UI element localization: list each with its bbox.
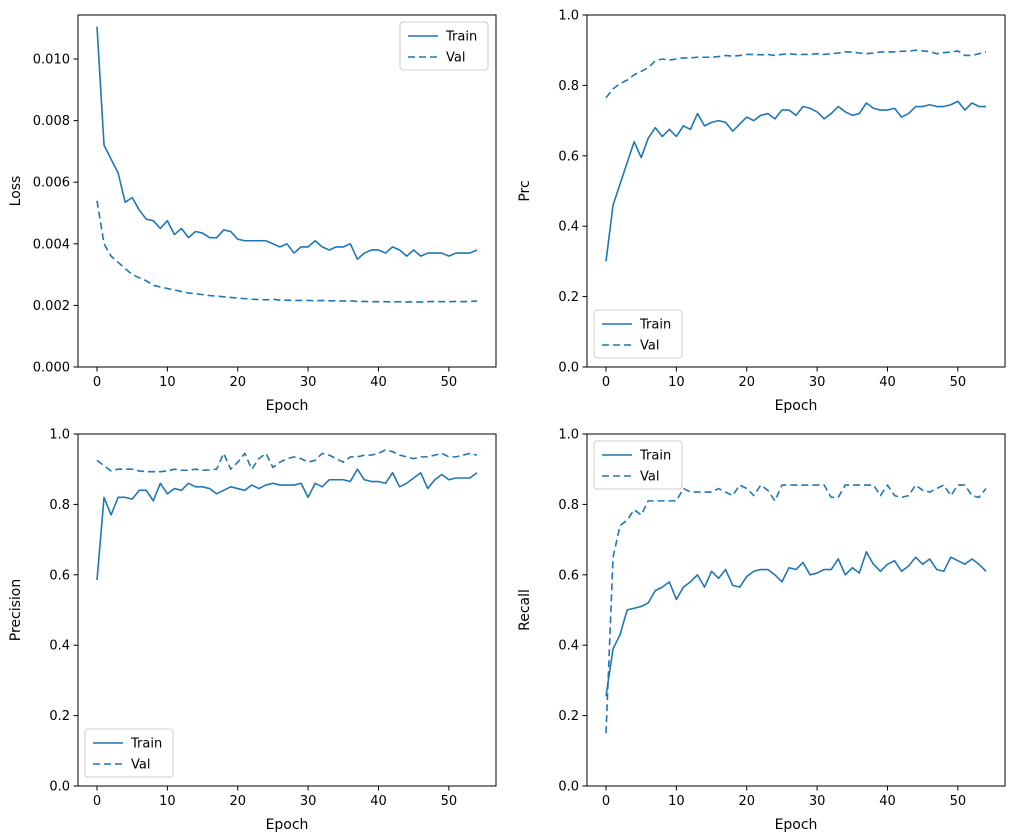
y-tick-label: 1.0 bbox=[49, 428, 70, 443]
y-tick-label: 0.0 bbox=[558, 361, 579, 376]
x-tick-label: 20 bbox=[229, 375, 246, 390]
legend-val-label: Val bbox=[640, 470, 659, 485]
y-tick-label: 0.2 bbox=[49, 709, 70, 724]
y-tick-label: 0.8 bbox=[558, 498, 579, 513]
chart-precision: 0 10 20 30 40 50 0.0 0.2 0.4 0.6 0.8 1.0 Epoch Precis… bbox=[0, 419, 509, 838]
y-tick-label: 1.0 bbox=[558, 428, 579, 443]
y-tick-label: 0.000 bbox=[33, 361, 70, 376]
x-axis-label: Epoch bbox=[775, 817, 818, 833]
y-tick-label: 0.6 bbox=[49, 568, 70, 583]
y-tick-label: 0.8 bbox=[558, 79, 579, 94]
legend-train-label: Train bbox=[130, 737, 162, 752]
y-tick-label: 0.2 bbox=[558, 709, 579, 724]
legend: Train Val bbox=[399, 21, 489, 71]
x-tick-label: 30 bbox=[300, 794, 317, 809]
x-tick-label: 40 bbox=[370, 794, 387, 809]
x-tick-label: 10 bbox=[668, 375, 685, 390]
y-tick-label: 0.002 bbox=[33, 299, 70, 314]
x-tick-label: 0 bbox=[602, 794, 610, 809]
x-tick-label: 50 bbox=[441, 375, 458, 390]
legend-train-label: Train bbox=[639, 318, 671, 333]
x-tick-label: 0 bbox=[93, 794, 101, 809]
x-tick-label: 0 bbox=[93, 375, 101, 390]
train-line bbox=[96, 26, 478, 261]
legend-val-label: Val bbox=[131, 758, 150, 773]
plot-canvas-prc: 0 10 20 30 40 50 0.0 0.2 0.4 0.6 0.8 1.0 Epoch Prc Tra… bbox=[509, 0, 1018, 419]
x-tick-label: 40 bbox=[879, 375, 896, 390]
plot-canvas-loss: 0 10 20 30 40 50 0.000 0.002 0.004 0.006 0.008 0.01… bbox=[0, 0, 509, 419]
x-axis-label: Epoch bbox=[266, 817, 309, 833]
y-tick-label: 0.004 bbox=[33, 237, 70, 252]
axes-frame bbox=[77, 14, 497, 368]
chart-prc: 0 10 20 30 40 50 0.0 0.2 0.4 0.6 0.8 1.0 Epoch Prc Tra… bbox=[509, 0, 1018, 419]
val-line bbox=[605, 49, 987, 99]
y-axis-label: Precision bbox=[8, 579, 24, 641]
x-tick-label: 30 bbox=[809, 375, 826, 390]
plot-background bbox=[509, 419, 1018, 838]
y-tick-label: 0.2 bbox=[558, 290, 579, 305]
legend-val-label: Val bbox=[640, 339, 659, 354]
train-line bbox=[605, 100, 986, 262]
x-tick-label: 10 bbox=[159, 375, 176, 390]
y-axis-label: Recall bbox=[517, 589, 533, 631]
legend-train-label: Train bbox=[445, 30, 477, 45]
x-tick-label: 10 bbox=[668, 794, 685, 809]
y-tick-label: 0.0 bbox=[558, 780, 579, 795]
legend-box bbox=[593, 440, 683, 490]
axes-frame bbox=[586, 14, 1006, 368]
x-tick-label: 40 bbox=[370, 375, 387, 390]
axes-frame bbox=[77, 433, 497, 787]
y-tick-label: 0.4 bbox=[558, 639, 579, 654]
x-tick-label: 30 bbox=[300, 375, 317, 390]
y-tick-label: 0.0 bbox=[49, 780, 70, 795]
val-line bbox=[96, 449, 478, 473]
y-tick-label: 0.010 bbox=[33, 53, 70, 68]
x-tick-label: 50 bbox=[950, 794, 967, 809]
legend-val-label: Val bbox=[446, 51, 465, 66]
legend-train-label: Train bbox=[639, 449, 671, 464]
x-axis-label: Epoch bbox=[266, 398, 309, 414]
legend: Train Val bbox=[593, 309, 683, 359]
y-tick-label: 0.4 bbox=[49, 639, 70, 654]
legend-box bbox=[593, 309, 683, 359]
x-tick-label: 20 bbox=[738, 375, 755, 390]
plot-canvas-recall: 0 10 20 30 40 50 0.0 0.2 0.4 0.6 0.8 1.0 Epoch Recall… bbox=[509, 419, 1018, 838]
x-tick-label: 50 bbox=[441, 794, 458, 809]
y-tick-label: 1.0 bbox=[558, 9, 579, 24]
y-tick-label: 0.8 bbox=[49, 498, 70, 513]
chart-loss: 0 10 20 30 40 50 0.000 0.002 0.004 0.006 0.008 0.01… bbox=[0, 0, 509, 419]
y-tick-label: 0.006 bbox=[33, 176, 70, 191]
train-line bbox=[605, 551, 987, 697]
val-line bbox=[96, 200, 478, 303]
x-axis-label: Epoch bbox=[775, 398, 818, 414]
legend: Train Val bbox=[593, 440, 683, 490]
val-line bbox=[605, 484, 987, 734]
y-tick-label: 0.6 bbox=[558, 149, 579, 164]
y-axis-label: Loss bbox=[8, 176, 24, 207]
legend-box bbox=[399, 21, 489, 71]
x-tick-label: 10 bbox=[159, 794, 176, 809]
plot-canvas-precision: 0 10 20 30 40 50 0.0 0.2 0.4 0.6 0.8 1.0 Epoch Precis… bbox=[0, 419, 509, 838]
x-tick-label: 40 bbox=[879, 794, 896, 809]
y-tick-label: 0.008 bbox=[33, 114, 70, 129]
train-line bbox=[96, 468, 478, 581]
legend-box bbox=[84, 728, 174, 778]
x-tick-label: 30 bbox=[809, 794, 826, 809]
x-tick-label: 20 bbox=[229, 794, 246, 809]
x-tick-label: 0 bbox=[602, 375, 610, 390]
x-tick-label: 50 bbox=[950, 375, 967, 390]
y-tick-label: 0.6 bbox=[558, 568, 579, 583]
chart-recall: 0 10 20 30 40 50 0.0 0.2 0.4 0.6 0.8 1.0 Epoch Recall… bbox=[509, 419, 1018, 838]
plot-background bbox=[509, 0, 1018, 419]
axes-frame bbox=[586, 433, 1006, 787]
y-tick-label: 0.4 bbox=[558, 220, 579, 235]
y-axis-label: Prc bbox=[517, 180, 533, 201]
x-tick-label: 20 bbox=[738, 794, 755, 809]
legend: Train Val bbox=[84, 728, 174, 778]
